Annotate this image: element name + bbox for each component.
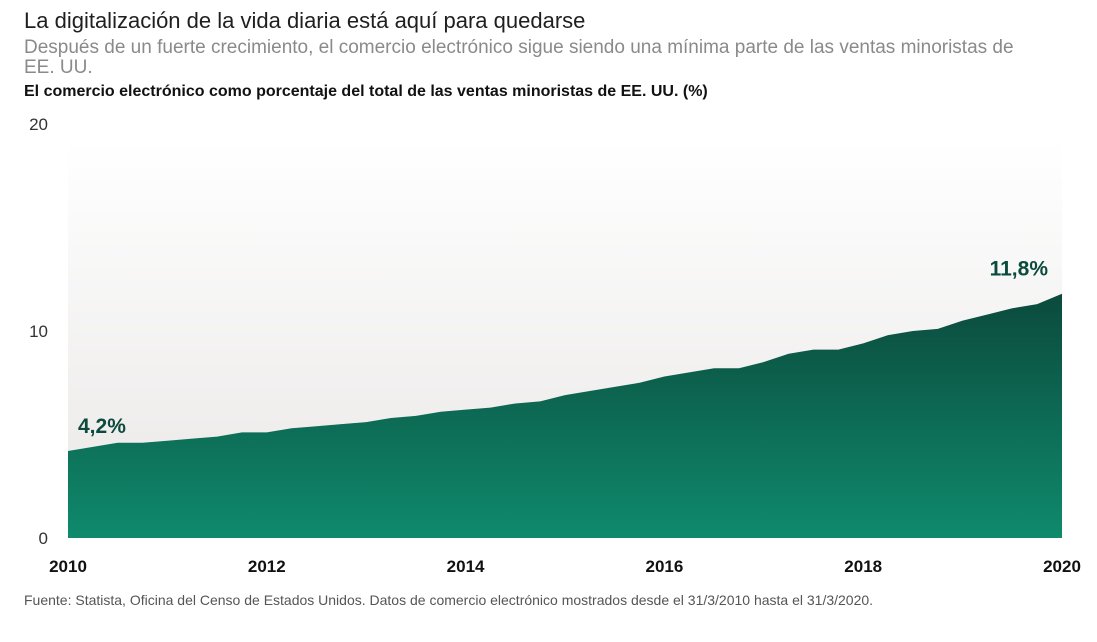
value-annotation: 11,8% xyxy=(990,258,1049,281)
x-tick-label: 2012 xyxy=(248,557,286,576)
source-note: Fuente: Statista, Oficina del Censo de E… xyxy=(24,592,874,608)
x-tick-label: 2010 xyxy=(49,557,87,576)
chart-title: La digitalización de la vida diaria está… xyxy=(24,8,586,33)
y-tick-label: 20 xyxy=(29,115,48,134)
area-chart: 0 10 20 2010 2012 2014 2016 2018 2020 4,2% 11,8% xyxy=(29,115,1081,576)
y-tick-label: 10 xyxy=(29,322,48,341)
ecommerce-share-area xyxy=(68,293,1062,538)
x-tick-label: 2016 xyxy=(645,557,683,576)
value-annotation: 4,2% xyxy=(78,415,126,438)
chart-caption: El comercio electrónico como porcentaje … xyxy=(24,83,708,100)
y-tick-label: 0 xyxy=(39,529,48,548)
x-tick-label: 2020 xyxy=(1043,557,1081,576)
x-tick-label: 2014 xyxy=(447,557,485,576)
x-tick-label: 2018 xyxy=(844,557,882,576)
chart-subtitle: Después de un fuerte crecimiento, el com… xyxy=(24,37,1014,78)
